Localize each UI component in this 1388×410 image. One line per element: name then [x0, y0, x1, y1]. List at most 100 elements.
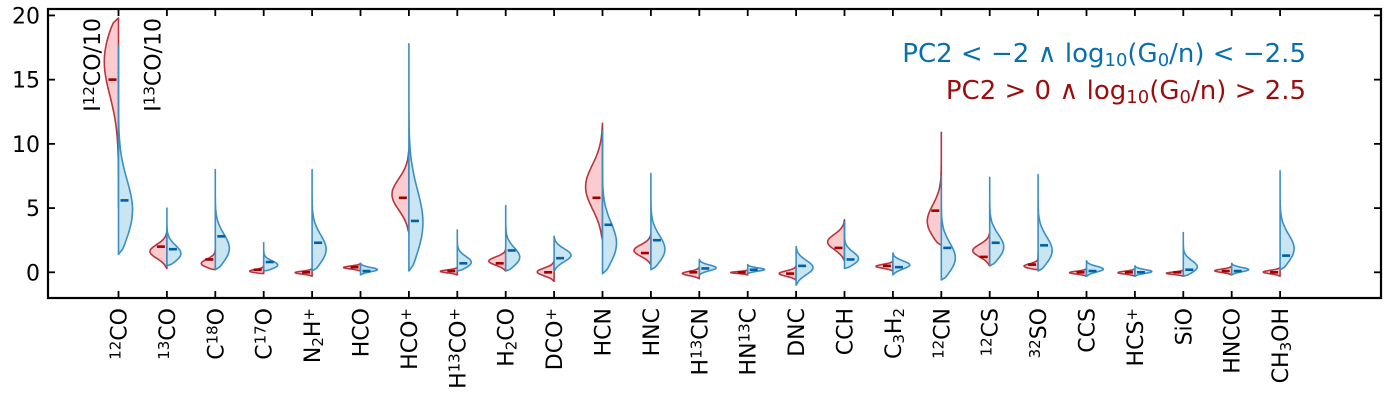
violin-a-32SO — [1023, 252, 1039, 271]
x-category-label-part: OH — [1269, 308, 1294, 342]
violin-b-C18O — [214, 168, 231, 271]
x-category-label-part: 3 — [890, 334, 908, 344]
legend-entry-part: (G — [1127, 39, 1157, 69]
x-category-label-part: 13 — [155, 341, 173, 360]
legend-entry-b: PC2 < −2 ∧ log10(G0/n) < −2.5 — [902, 39, 1306, 71]
violin-b-C17O — [262, 242, 279, 272]
x-category-label-part: 12 — [978, 337, 996, 356]
x-category-label-part: + — [397, 308, 415, 321]
violin-a-HCN — [584, 122, 604, 241]
violin-a-CCH — [826, 218, 846, 262]
violin-b-12CN — [940, 175, 957, 281]
annotation-label-part: /10 — [141, 18, 166, 53]
x-category-label-part: O — [204, 308, 229, 325]
x-category-label-part: C — [253, 344, 278, 359]
violin-a-12CO — [103, 17, 120, 209]
x-category-label: 12CN — [929, 308, 955, 359]
legend-entry-part: 10 — [1126, 87, 1149, 108]
x-category-label: H13CO+ — [445, 308, 471, 389]
x-category-label-part: CO — [446, 321, 471, 354]
violin-b-13CO — [166, 207, 182, 267]
violin-b-HNCO — [1230, 262, 1250, 276]
annotation-label-part: CO — [141, 53, 166, 86]
violin-b-DCO+ — [553, 235, 572, 272]
annotation-label-part: 12 — [80, 86, 98, 105]
x-category-label: HNCO — [1221, 308, 1246, 374]
violin-a-12CS — [972, 231, 991, 267]
legend-entry-part: /n) > 2.5 — [1191, 76, 1306, 106]
plot-frame — [46, 7, 1383, 300]
x-category-label-part: 2 — [503, 341, 521, 351]
violin-a-HNC — [633, 233, 652, 266]
legend-entry-part: PC2 < −2 ∧ log — [902, 39, 1104, 69]
x-category-label: CCS — [1076, 308, 1101, 353]
x-category-label: HNC — [640, 308, 665, 356]
x-category-label: C3H2 — [882, 308, 908, 359]
violins-layer — [103, 17, 1295, 286]
x-category-label-part: 17 — [252, 325, 270, 344]
legend-entry-a: PC2 > 0 ∧ log10(G0/n) > 2.5 — [946, 76, 1306, 108]
violin-b-HCO — [359, 262, 379, 276]
x-category-label-part: H — [495, 350, 520, 367]
x-category-label: 12CS — [978, 308, 1004, 356]
violin-b-12CO — [117, 45, 134, 256]
x-category-label-part: CN — [688, 308, 713, 340]
x-category-label: HCN — [592, 308, 617, 356]
legend-entry-part: 0 — [1158, 50, 1169, 71]
violin-b-HNC — [650, 172, 666, 271]
violin-b-HCO+ — [408, 42, 424, 272]
x-category-label: C18O — [203, 308, 229, 360]
x-category-label-part: 2 — [890, 308, 908, 318]
legend-entry-part: 0 — [1180, 87, 1191, 108]
x-category-label-part: SiO — [1172, 308, 1197, 345]
x-category-label-part: 12 — [107, 341, 125, 360]
x-category-label-part: DNC — [785, 308, 810, 357]
violin-a-H2CO — [488, 248, 507, 272]
x-category-label-part: CO — [156, 308, 181, 341]
x-category-label-part: CCS — [1076, 308, 1101, 353]
x-category-label-part: HNC — [640, 308, 665, 356]
x-category-label: SiO — [1172, 308, 1197, 345]
legend-entry-part: /n) < −2.5 — [1169, 39, 1306, 69]
x-category-label-part: CO — [108, 308, 133, 341]
violin-b-SiO — [1182, 231, 1199, 277]
violin-a-C18O — [200, 239, 217, 271]
x-category-label-part: + — [300, 308, 318, 321]
x-category-label: HN13C — [736, 308, 762, 375]
annotation-label-part: I — [141, 105, 166, 112]
x-category-label-part: + — [1123, 308, 1141, 321]
violin-b-32SO — [1037, 173, 1053, 272]
x-category-label: DCO+ — [542, 308, 568, 370]
x-category-label-part: C — [737, 308, 762, 323]
violin-b-HCN — [601, 130, 618, 275]
axis-layer: 0 5 10 15 20 — [12, 4, 1381, 298]
x-category-label-part: 13 — [687, 340, 705, 359]
x-category-label-part: 18 — [203, 325, 221, 344]
x-category-label: HCO+ — [397, 308, 423, 370]
x-category-label-part: H — [301, 321, 326, 338]
x-category-label: H13CN — [687, 308, 713, 375]
y-tick-label: 0 — [26, 261, 40, 286]
x-category-label: DNC — [785, 308, 810, 357]
x-category-label-part: C — [204, 344, 229, 359]
x-category-label-part: HCO — [398, 321, 423, 370]
violin-a-HCO+ — [391, 148, 410, 234]
violin-b-CCH — [843, 221, 860, 270]
violin-b-N2H+ — [311, 168, 327, 272]
x-category-label-part: 12 — [929, 340, 947, 359]
x-category-label-part: 32 — [1026, 339, 1044, 358]
x-category-label: N2H+ — [300, 308, 327, 363]
annotation-label-part: /10 — [81, 18, 106, 53]
x-category-label: H2CO — [495, 308, 521, 367]
x-category-label-part: CO — [495, 308, 520, 341]
x-category-label-part: HCO — [350, 308, 375, 357]
violin-b-H2CO — [504, 204, 521, 272]
x-category-label-part: HNCO — [1221, 308, 1246, 374]
x-category-label-part: H — [882, 318, 907, 335]
violin-a-13CO — [149, 230, 168, 270]
legend-entry-part: 10 — [1105, 50, 1128, 71]
x-category-label-part: CH — [1269, 351, 1294, 383]
